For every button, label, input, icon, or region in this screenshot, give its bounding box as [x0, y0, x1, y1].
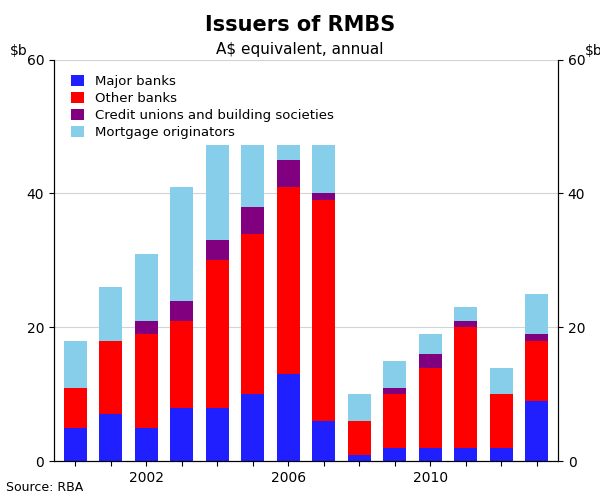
Bar	[170, 321, 193, 408]
Bar	[348, 455, 371, 461]
Bar	[206, 260, 229, 408]
Bar	[135, 321, 158, 334]
Bar	[348, 421, 371, 455]
Bar	[348, 394, 371, 421]
Bar	[170, 408, 193, 461]
Bar	[419, 354, 442, 368]
Bar	[419, 448, 442, 461]
Bar	[241, 394, 264, 461]
Y-axis label: $b: $b	[10, 45, 28, 59]
Bar	[454, 308, 477, 321]
Bar	[135, 254, 158, 321]
Bar	[241, 113, 264, 207]
Bar	[277, 86, 300, 160]
Bar	[170, 301, 193, 321]
Bar	[419, 368, 442, 448]
Bar	[383, 394, 406, 448]
Bar	[312, 193, 335, 200]
Bar	[383, 388, 406, 394]
Bar	[64, 388, 87, 428]
Bar	[135, 334, 158, 428]
Bar	[277, 160, 300, 187]
Bar	[454, 327, 477, 448]
Bar	[454, 321, 477, 327]
Bar	[99, 341, 122, 415]
Bar	[383, 361, 406, 388]
Text: Source: RBA: Source: RBA	[6, 481, 83, 494]
Bar	[99, 415, 122, 461]
Bar	[312, 200, 335, 421]
Legend: Major banks, Other banks, Credit unions and building societies, Mortgage origina: Major banks, Other banks, Credit unions …	[65, 70, 339, 145]
Bar	[277, 374, 300, 461]
Bar	[525, 294, 548, 334]
Bar	[99, 287, 122, 341]
Bar	[490, 368, 513, 394]
Text: Issuers of RMBS: Issuers of RMBS	[205, 15, 395, 35]
Bar	[64, 428, 87, 461]
Bar	[206, 408, 229, 461]
Bar	[241, 234, 264, 394]
Bar	[135, 428, 158, 461]
Bar	[170, 187, 193, 301]
Bar	[454, 448, 477, 461]
Text: A$ equivalent, annual: A$ equivalent, annual	[216, 42, 384, 57]
Bar	[383, 448, 406, 461]
Bar	[312, 126, 335, 193]
Bar	[525, 334, 548, 341]
Bar	[525, 341, 548, 401]
Bar	[490, 394, 513, 448]
Bar	[206, 241, 229, 260]
Bar	[312, 421, 335, 461]
Bar	[206, 120, 229, 241]
Bar	[277, 187, 300, 374]
Bar	[419, 334, 442, 354]
Bar	[241, 207, 264, 234]
Bar	[64, 341, 87, 388]
Y-axis label: $b: $b	[584, 45, 600, 59]
Bar	[525, 401, 548, 461]
Bar	[490, 448, 513, 461]
